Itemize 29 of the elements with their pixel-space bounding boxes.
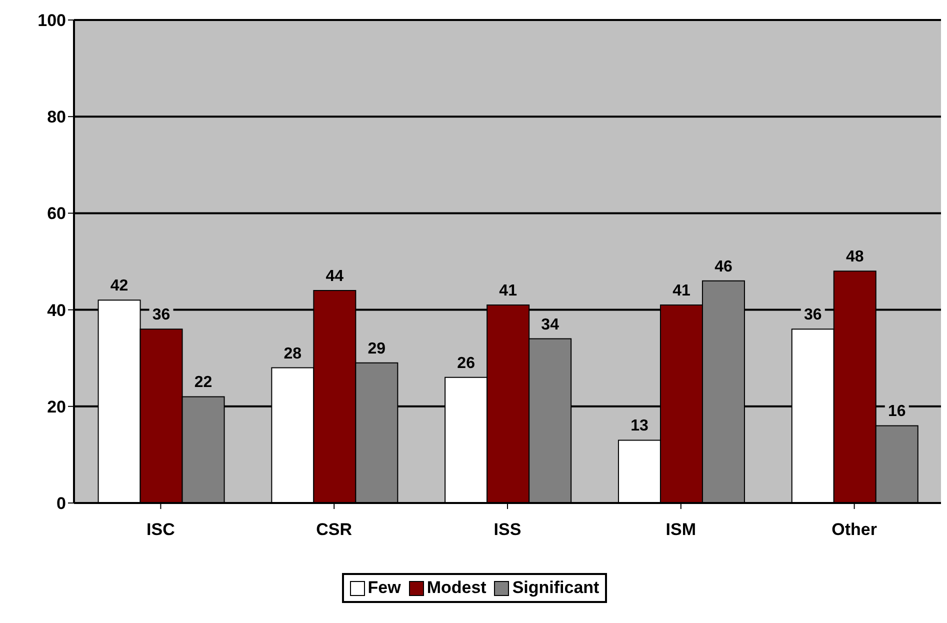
data-label: 29	[368, 340, 386, 358]
data-label: 34	[541, 316, 560, 334]
y-tick-label: 0	[56, 494, 66, 514]
x-tick-label: Other	[832, 520, 878, 540]
x-tick-label: CSR	[316, 520, 352, 540]
data-label: 16	[888, 403, 906, 420]
y-tick-label: 80	[47, 108, 66, 127]
data-label: 41	[499, 282, 518, 300]
x-tick-label: ISS	[494, 520, 522, 540]
y-tick-label: 100	[38, 11, 66, 30]
data-label: 46	[714, 258, 732, 276]
y-tick-label: 20	[47, 397, 66, 416]
data-label: 13	[630, 418, 648, 435]
x-tick-label: ISM	[666, 520, 696, 540]
x-tick-label: ISC	[146, 520, 175, 540]
y-tick-label: 40	[47, 300, 66, 320]
legend-label: Few	[368, 578, 401, 598]
legend-label: Significant	[512, 578, 600, 598]
data-label: 36	[804, 306, 822, 324]
data-label: 48	[846, 248, 864, 266]
y-tick-label: 60	[47, 204, 66, 224]
data-label: 26	[457, 354, 476, 372]
legend-label: Modest	[426, 578, 486, 598]
data-label: 36	[152, 306, 170, 324]
data-label: 41	[672, 282, 690, 300]
data-label: 22	[194, 374, 212, 392]
data-label: 28	[284, 345, 302, 362]
data-label: 42	[110, 278, 128, 295]
data-label: 44	[326, 268, 344, 285]
